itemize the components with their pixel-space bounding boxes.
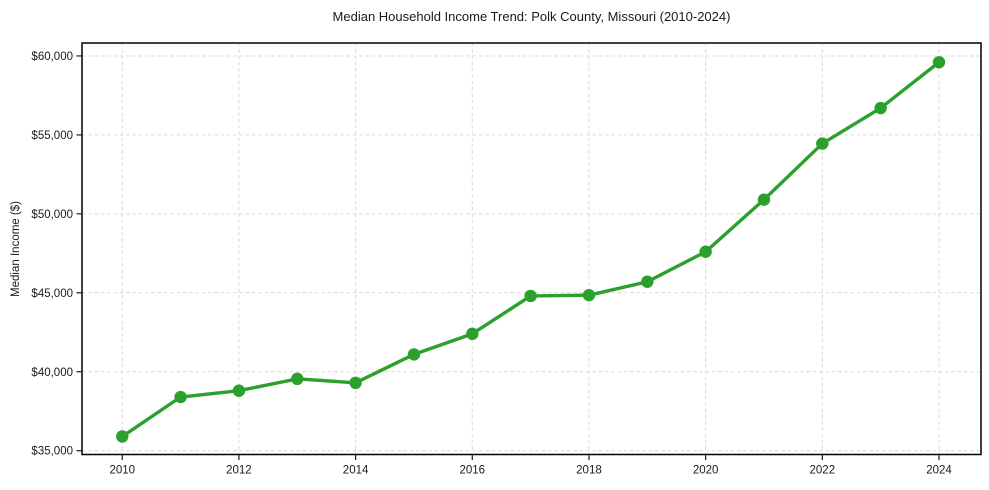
x-tick-label: 2018 <box>576 465 602 477</box>
data-point-marker <box>291 372 304 386</box>
y-tick-label: $40,000 <box>31 367 73 379</box>
x-tick-label: 2020 <box>693 465 719 477</box>
income-trend-line <box>120 60 941 439</box>
data-point-marker <box>174 390 187 404</box>
data-point-marker <box>816 137 829 150</box>
y-tick-label: $45,000 <box>31 288 73 300</box>
x-tick-label: 2022 <box>810 465 836 477</box>
data-point-marker <box>874 101 887 115</box>
data-point-marker <box>699 245 712 258</box>
data-point-marker <box>349 376 362 390</box>
data-point-marker <box>582 288 596 302</box>
data-point-marker <box>232 384 246 397</box>
x-tick-label: 2012 <box>226 465 252 477</box>
data-point-marker <box>116 430 129 443</box>
plot-frame <box>81 42 982 456</box>
y-tick-label: $60,000 <box>31 51 73 63</box>
data-point-marker <box>757 193 771 206</box>
data-point-marker <box>466 327 479 341</box>
y-tick-label: $55,000 <box>31 130 73 142</box>
x-tick-label: 2016 <box>459 465 485 477</box>
y-tick-label: $35,000 <box>31 446 73 458</box>
data-point-marker <box>932 56 946 69</box>
chart-title: Median Household Income Trend: Polk Coun… <box>332 9 731 24</box>
data-point-marker <box>641 275 654 288</box>
y-tick-label: $50,000 <box>31 209 73 221</box>
x-tick-label: 2010 <box>109 465 135 477</box>
data-point-marker <box>407 348 421 361</box>
x-tick-label: 2024 <box>926 465 952 477</box>
data-point-marker <box>524 289 537 303</box>
x-tick-label: 2014 <box>343 465 369 477</box>
